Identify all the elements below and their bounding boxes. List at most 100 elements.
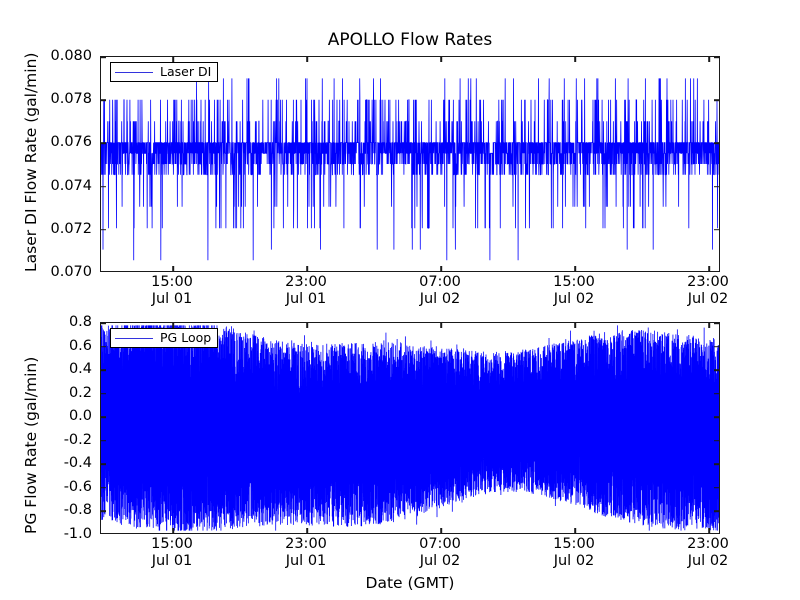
x-tick-mark <box>440 57 442 62</box>
x-tick-label: 23:00 Jul 02 <box>687 536 729 570</box>
y-tick-mark <box>714 392 719 395</box>
x-tick-date: Jul 02 <box>419 291 461 307</box>
series-line-pg-loop <box>101 323 719 533</box>
legend-label-laser-di: Laser DI <box>160 64 212 79</box>
x-tick-label: 23:00 Jul 01 <box>285 536 327 570</box>
x-tick-date: Jul 01 <box>285 553 327 569</box>
x-tick-label: 15:00 Jul 02 <box>553 536 595 570</box>
x-tick-label: 23:00 Jul 02 <box>687 274 729 308</box>
x-axis-label: Date (GMT) <box>365 574 455 592</box>
x-tick-date: Jul 02 <box>553 291 595 307</box>
y-tick-mark <box>101 392 106 395</box>
y-tick-mark <box>714 345 719 348</box>
y-tick-mark <box>714 463 719 466</box>
plot-area-laser-di[interactable] <box>100 56 720 272</box>
y-tick-mark <box>101 510 106 513</box>
x-tick-mark <box>574 323 576 328</box>
x-tick-mark <box>708 57 710 62</box>
legend-laser-di[interactable]: Laser DI <box>110 62 219 82</box>
x-tick-mark <box>172 57 174 62</box>
y-tick-mark <box>714 185 719 188</box>
y-tick-label: 0.0 <box>68 408 92 425</box>
x-tick-time: 07:00 <box>419 536 461 552</box>
x-tick-label: 07:00 Jul 02 <box>419 274 461 308</box>
y-tick-mark <box>101 416 106 419</box>
x-tick-mark <box>574 57 576 62</box>
plot-area-pg-loop[interactable] <box>100 322 720 534</box>
y-tick-mark <box>714 323 719 324</box>
x-tick-date: Jul 02 <box>419 553 461 569</box>
y-tick-label: 0.072 <box>50 220 92 237</box>
x-tick-time: 15:00 <box>553 274 595 290</box>
y-axis-ticks-laser-di: 0.070 0.072 0.074 0.076 0.078 0.080 <box>0 48 92 280</box>
x-tick-mark <box>440 266 442 271</box>
y-tick-mark <box>714 439 719 442</box>
y-tick-label: 0.4 <box>68 361 92 378</box>
y-tick-mark <box>714 487 719 489</box>
x-tick-mark <box>574 266 576 271</box>
y-tick-label: 0.078 <box>50 91 92 108</box>
y-axis-ticks-pg-loop: -1.0 -0.8 -0.6 -0.4 -0.2 0.0 0.2 0.4 0.6 0.8 <box>0 314 92 542</box>
y-tick-mark <box>714 369 719 371</box>
x-tick-time: 23:00 <box>285 536 327 552</box>
x-tick-mark <box>172 266 174 271</box>
x-tick-time: 23:00 <box>285 274 327 290</box>
legend-pg-loop[interactable]: PG Loop <box>110 328 219 348</box>
x-tick-time: 15:00 <box>151 536 193 552</box>
x-tick-mark <box>306 57 308 62</box>
y-tick-mark <box>101 369 106 371</box>
y-axis-label-laser-di: Laser DI Flow Rate (gal/min) <box>22 52 40 272</box>
y-tick-label: 0.8 <box>68 314 92 330</box>
x-tick-label: 23:00 Jul 01 <box>285 274 327 308</box>
x-tick-label: 15:00 Jul 01 <box>151 536 193 570</box>
x-axis-ticks-laser-di: 15:00 Jul 01 23:00 Jul 01 07:00 Jul 02 15:00 Ju… <box>100 274 729 314</box>
y-tick-label: 0.074 <box>50 177 92 194</box>
y-tick-mark <box>101 487 106 489</box>
y-tick-mark <box>101 323 106 324</box>
y-tick-mark <box>101 57 106 58</box>
y-tick-mark <box>714 99 719 101</box>
x-tick-mark <box>708 528 710 533</box>
y-tick-label: 0.080 <box>50 48 92 64</box>
y-tick-mark <box>714 142 719 145</box>
x-tick-time: 15:00 <box>553 536 595 552</box>
y-tick-label: -1.0 <box>63 526 92 542</box>
y-tick-mark <box>101 185 106 188</box>
x-tick-label: 07:00 Jul 02 <box>419 536 461 570</box>
y-tick-mark <box>101 229 106 231</box>
y-tick-label: 0.6 <box>68 337 92 354</box>
x-tick-mark <box>708 323 710 328</box>
y-tick-label: -0.2 <box>63 431 92 448</box>
x-tick-mark <box>172 323 174 328</box>
x-tick-label: 15:00 Jul 02 <box>553 274 595 308</box>
legend-label-pg-loop: PG Loop <box>160 330 212 345</box>
y-tick-mark <box>714 57 719 58</box>
data-path-laser-di <box>101 78 719 260</box>
x-tick-mark <box>306 266 308 271</box>
x-tick-mark <box>306 323 308 328</box>
x-tick-date: Jul 02 <box>553 553 595 569</box>
x-axis-ticks-pg-loop: 15:00 Jul 01 23:00 Jul 01 07:00 Jul 02 15:00 Ju… <box>100 536 729 576</box>
legend-line-icon <box>115 71 153 73</box>
y-tick-mark <box>101 345 106 348</box>
x-tick-mark <box>440 528 442 533</box>
series-line-laser-di <box>101 57 719 271</box>
x-tick-label: 15:00 Jul 01 <box>151 274 193 308</box>
x-tick-date: Jul 02 <box>687 553 729 569</box>
y-tick-label: 0.076 <box>50 134 92 151</box>
x-tick-time: 15:00 <box>151 274 193 290</box>
y-tick-mark <box>101 142 106 145</box>
y-tick-mark <box>101 439 106 442</box>
page-title: APOLLO Flow Rates <box>327 30 493 50</box>
y-axis-label-pg-loop: PG Flow Rate (gal/min) <box>22 356 40 534</box>
x-tick-date: Jul 02 <box>687 291 729 307</box>
x-tick-mark <box>574 528 576 533</box>
x-tick-time: 07:00 <box>419 274 461 290</box>
x-tick-date: Jul 01 <box>151 291 193 307</box>
y-tick-mark <box>101 463 106 466</box>
y-tick-mark <box>101 99 106 101</box>
x-tick-mark <box>306 528 308 533</box>
data-path-pg-loop <box>101 325 719 530</box>
x-tick-time: 23:00 <box>687 536 729 552</box>
